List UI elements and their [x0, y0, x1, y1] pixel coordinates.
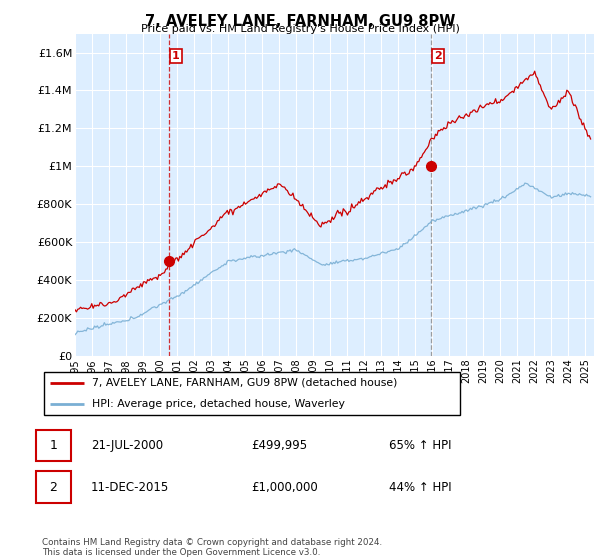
Text: 11-DEC-2015: 11-DEC-2015 — [91, 480, 169, 493]
Text: HPI: Average price, detached house, Waverley: HPI: Average price, detached house, Wave… — [92, 399, 345, 409]
Text: 1: 1 — [172, 51, 180, 61]
Text: 7, AVELEY LANE, FARNHAM, GU9 8PW: 7, AVELEY LANE, FARNHAM, GU9 8PW — [145, 14, 455, 29]
Text: 44% ↑ HPI: 44% ↑ HPI — [389, 480, 451, 493]
Text: 65% ↑ HPI: 65% ↑ HPI — [389, 439, 451, 452]
FancyBboxPatch shape — [35, 430, 71, 461]
Text: £499,995: £499,995 — [251, 439, 307, 452]
Text: Contains HM Land Registry data © Crown copyright and database right 2024.
This d: Contains HM Land Registry data © Crown c… — [42, 538, 382, 557]
Text: 21-JUL-2000: 21-JUL-2000 — [91, 439, 163, 452]
Text: £1,000,000: £1,000,000 — [251, 480, 317, 493]
Text: 1: 1 — [50, 439, 58, 452]
Text: 2: 2 — [50, 480, 58, 493]
Text: 2: 2 — [434, 51, 442, 61]
FancyBboxPatch shape — [44, 372, 460, 415]
Text: 7, AVELEY LANE, FARNHAM, GU9 8PW (detached house): 7, AVELEY LANE, FARNHAM, GU9 8PW (detach… — [92, 378, 398, 388]
FancyBboxPatch shape — [35, 472, 71, 503]
Text: Price paid vs. HM Land Registry's House Price Index (HPI): Price paid vs. HM Land Registry's House … — [140, 24, 460, 34]
